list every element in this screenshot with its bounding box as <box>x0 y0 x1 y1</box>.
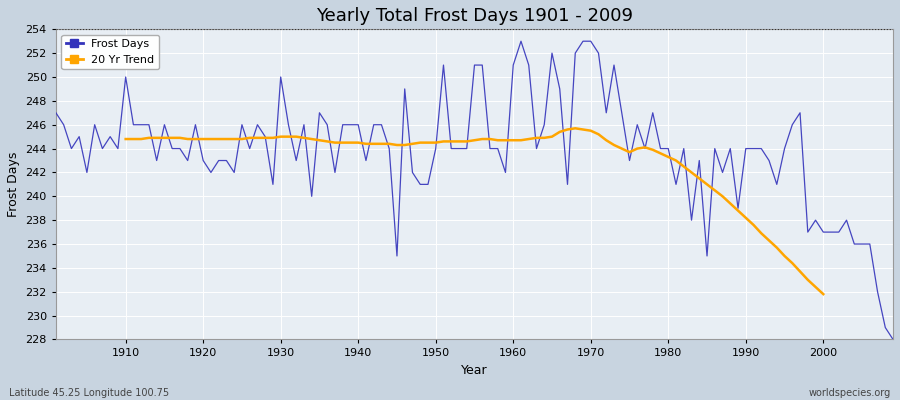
Legend: Frost Days, 20 Yr Trend: Frost Days, 20 Yr Trend <box>61 35 159 69</box>
Text: worldspecies.org: worldspecies.org <box>809 388 891 398</box>
Title: Yearly Total Frost Days 1901 - 2009: Yearly Total Frost Days 1901 - 2009 <box>316 7 633 25</box>
Y-axis label: Frost Days: Frost Days <box>7 152 20 217</box>
Text: Latitude 45.25 Longitude 100.75: Latitude 45.25 Longitude 100.75 <box>9 388 169 398</box>
X-axis label: Year: Year <box>461 364 488 377</box>
